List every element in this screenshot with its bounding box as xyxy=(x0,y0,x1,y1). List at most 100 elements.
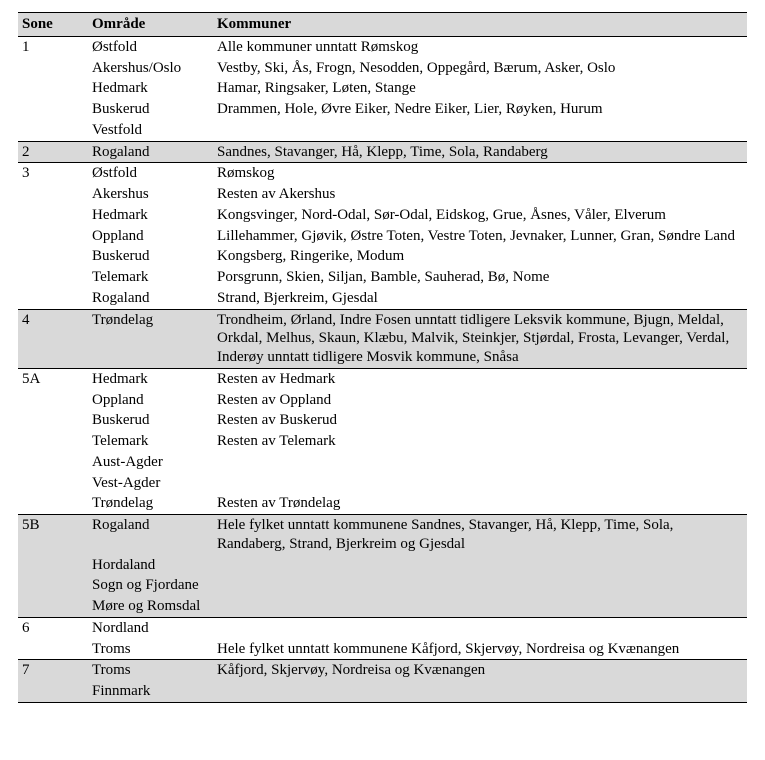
table-row: Vest-Agder xyxy=(18,473,747,494)
table-row: TelemarkPorsgrunn, Skien, Siljan, Bamble… xyxy=(18,267,747,288)
cell-kommuner: Alle kommuner unntatt Rømskog xyxy=(213,36,747,57)
header-omrade: Område xyxy=(88,13,213,37)
cell-omrade: Hordaland xyxy=(88,555,213,576)
table-row: 4TrøndelagTrondheim, Ørland, Indre Fosen… xyxy=(18,309,747,368)
table-row: Finnmark xyxy=(18,681,747,702)
table-header-row: Sone Område Kommuner xyxy=(18,13,747,37)
table-row: 5BRogalandHele fylket unntatt kommunene … xyxy=(18,515,747,555)
cell-kommuner: Resten av Akershus xyxy=(213,184,747,205)
cell-sone: 4 xyxy=(18,309,88,368)
cell-kommuner xyxy=(213,473,747,494)
cell-kommuner xyxy=(213,120,747,141)
table-row: TromsHele fylket unntatt kommunene Kåfjo… xyxy=(18,639,747,660)
cell-omrade: Vest-Agder xyxy=(88,473,213,494)
cell-kommuner: Sandnes, Stavanger, Hå, Klepp, Time, Sol… xyxy=(213,141,747,163)
table-row: HedmarkKongsvinger, Nord-Odal, Sør-Odal,… xyxy=(18,205,747,226)
cell-sone xyxy=(18,205,88,226)
table-row: Vestfold xyxy=(18,120,747,141)
cell-sone xyxy=(18,288,88,309)
table-row: 1ØstfoldAlle kommuner unntatt Rømskog xyxy=(18,36,747,57)
cell-omrade: Sogn og Fjordane xyxy=(88,575,213,596)
sone-table: Sone Område Kommuner 1ØstfoldAlle kommun… xyxy=(18,12,747,703)
cell-kommuner: Trondheim, Ørland, Indre Fosen unntatt t… xyxy=(213,309,747,368)
cell-sone xyxy=(18,99,88,120)
cell-kommuner: Resten av Hedmark xyxy=(213,368,747,389)
cell-omrade: Trøndelag xyxy=(88,309,213,368)
cell-sone xyxy=(18,120,88,141)
cell-kommuner: Rømskog xyxy=(213,163,747,184)
table-row: BuskerudKongsberg, Ringerike, Modum xyxy=(18,246,747,267)
cell-omrade: Buskerud xyxy=(88,410,213,431)
cell-omrade: Møre og Romsdal xyxy=(88,596,213,617)
cell-omrade: Hedmark xyxy=(88,368,213,389)
cell-omrade: Oppland xyxy=(88,390,213,411)
cell-omrade: Hedmark xyxy=(88,78,213,99)
cell-omrade: Troms xyxy=(88,639,213,660)
cell-kommuner xyxy=(213,617,747,638)
cell-kommuner: Lillehammer, Gjøvik, Østre Toten, Vestre… xyxy=(213,226,747,247)
table-row: 6Nordland xyxy=(18,617,747,638)
table-row: 2RogalandSandnes, Stavanger, Hå, Klepp, … xyxy=(18,141,747,163)
cell-kommuner: Hamar, Ringsaker, Løten, Stange xyxy=(213,78,747,99)
cell-sone: 7 xyxy=(18,660,88,681)
cell-omrade: Vestfold xyxy=(88,120,213,141)
cell-kommuner: Drammen, Hole, Øvre Eiker, Nedre Eiker, … xyxy=(213,99,747,120)
header-kommuner: Kommuner xyxy=(213,13,747,37)
cell-sone: 5A xyxy=(18,368,88,389)
cell-omrade: Finnmark xyxy=(88,681,213,702)
table-row: TrøndelagResten av Trøndelag xyxy=(18,493,747,514)
cell-sone xyxy=(18,246,88,267)
cell-kommuner xyxy=(213,452,747,473)
cell-sone xyxy=(18,473,88,494)
cell-sone xyxy=(18,410,88,431)
cell-sone xyxy=(18,493,88,514)
table-row: BuskerudResten av Buskerud xyxy=(18,410,747,431)
cell-sone: 5B xyxy=(18,515,88,555)
table-row: OpplandLillehammer, Gjøvik, Østre Toten,… xyxy=(18,226,747,247)
cell-sone: 2 xyxy=(18,141,88,163)
table-row: Akershus/OsloVestby, Ski, Ås, Frogn, Nes… xyxy=(18,58,747,79)
cell-omrade: Hedmark xyxy=(88,205,213,226)
cell-sone xyxy=(18,555,88,576)
cell-sone xyxy=(18,681,88,702)
cell-omrade: Akershus/Oslo xyxy=(88,58,213,79)
cell-kommuner: Strand, Bjerkreim, Gjesdal xyxy=(213,288,747,309)
cell-omrade: Buskerud xyxy=(88,99,213,120)
table-body: 1ØstfoldAlle kommuner unntatt RømskogAke… xyxy=(18,36,747,702)
cell-omrade: Østfold xyxy=(88,163,213,184)
table-row: HedmarkHamar, Ringsaker, Løten, Stange xyxy=(18,78,747,99)
cell-kommuner: Kongsberg, Ringerike, Modum xyxy=(213,246,747,267)
cell-sone xyxy=(18,596,88,617)
cell-kommuner xyxy=(213,575,747,596)
cell-kommuner: Kåfjord, Skjervøy, Nordreisa og Kvænange… xyxy=(213,660,747,681)
table-row: RogalandStrand, Bjerkreim, Gjesdal xyxy=(18,288,747,309)
table-row: AkershusResten av Akershus xyxy=(18,184,747,205)
cell-omrade: Rogaland xyxy=(88,515,213,555)
cell-sone xyxy=(18,226,88,247)
table-row: TelemarkResten av Telemark xyxy=(18,431,747,452)
cell-kommuner: Kongsvinger, Nord-Odal, Sør-Odal, Eidsko… xyxy=(213,205,747,226)
cell-omrade: Nordland xyxy=(88,617,213,638)
table-row: Møre og Romsdal xyxy=(18,596,747,617)
cell-omrade: Aust-Agder xyxy=(88,452,213,473)
page: Sone Område Kommuner 1ØstfoldAlle kommun… xyxy=(0,0,765,723)
table-row: Aust-Agder xyxy=(18,452,747,473)
cell-sone xyxy=(18,184,88,205)
cell-sone xyxy=(18,78,88,99)
cell-omrade: Telemark xyxy=(88,431,213,452)
cell-kommuner: Resten av Telemark xyxy=(213,431,747,452)
header-sone: Sone xyxy=(18,13,88,37)
cell-omrade: Telemark xyxy=(88,267,213,288)
cell-omrade: Buskerud xyxy=(88,246,213,267)
table-row: BuskerudDrammen, Hole, Øvre Eiker, Nedre… xyxy=(18,99,747,120)
cell-sone xyxy=(18,452,88,473)
cell-sone: 3 xyxy=(18,163,88,184)
cell-kommuner: Hele fylket unntatt kommunene Kåfjord, S… xyxy=(213,639,747,660)
table-row: Hordaland xyxy=(18,555,747,576)
cell-sone xyxy=(18,575,88,596)
table-row: 5AHedmarkResten av Hedmark xyxy=(18,368,747,389)
cell-kommuner: Resten av Trøndelag xyxy=(213,493,747,514)
cell-omrade: Oppland xyxy=(88,226,213,247)
cell-omrade: Rogaland xyxy=(88,288,213,309)
table-row: 3ØstfoldRømskog xyxy=(18,163,747,184)
